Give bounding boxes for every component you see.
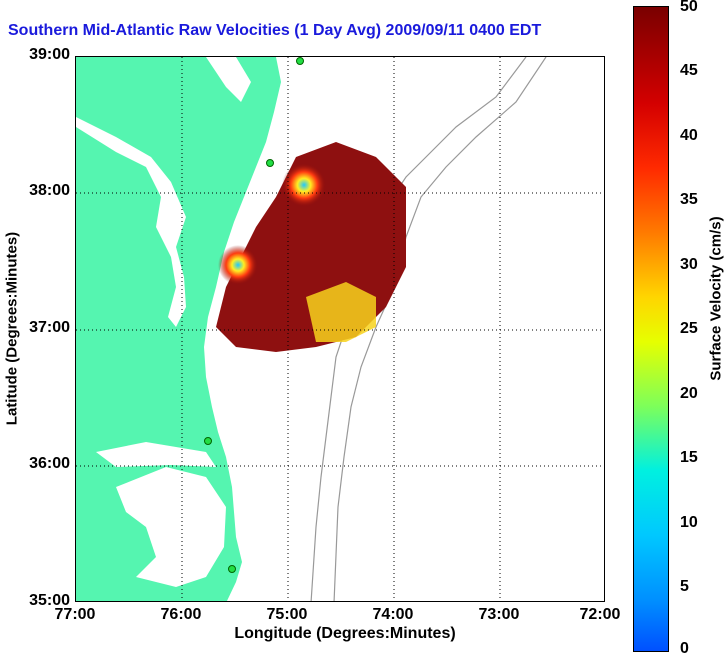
colorbar-tick: 5 xyxy=(680,578,689,595)
y-axis-label: Latitude (Degrees:Minutes) xyxy=(3,231,21,426)
y-tick-label: 35:00 xyxy=(29,592,70,609)
colorbar-tick: 10 xyxy=(680,514,698,531)
albemarle-sound xyxy=(96,442,216,467)
y-tick-label: 37:00 xyxy=(29,319,70,336)
colorbar-tick: 50 xyxy=(680,0,698,15)
eddy-south xyxy=(218,245,258,285)
x-tick-label: 74:00 xyxy=(372,606,414,623)
colorbar-tick: 35 xyxy=(680,191,698,208)
colorbar-tick: 25 xyxy=(680,320,698,337)
chesapeake-bay xyxy=(76,117,186,327)
station-marker xyxy=(296,57,304,65)
colorbar-tick: 30 xyxy=(680,256,698,273)
x-tick-label: 72:00 xyxy=(579,606,621,623)
x-tick-label: 73:00 xyxy=(478,606,520,623)
map-gridlines xyxy=(76,57,604,601)
velocity-map[interactable] xyxy=(75,56,605,602)
colorbar-tick: 15 xyxy=(680,449,698,466)
x-axis-label: Longitude (Degrees:Minutes) xyxy=(234,625,456,642)
eddy-north xyxy=(282,163,326,207)
radar-stations xyxy=(204,57,304,573)
colorbar-tick: 40 xyxy=(680,127,698,144)
velocity-slow-region xyxy=(306,282,376,342)
x-tick-label: 77:00 xyxy=(54,606,96,623)
station-marker xyxy=(228,565,236,573)
map-title: Southern Mid-Atlantic Raw Velocities (1 … xyxy=(8,22,542,39)
colorbar xyxy=(633,6,669,652)
colorbar-label: Surface Velocity (cm/s) xyxy=(707,216,724,381)
map-canvas xyxy=(76,57,604,601)
colorbar-tick: 45 xyxy=(680,62,698,79)
x-tick-label: 76:00 xyxy=(160,606,202,623)
y-tick-label: 38:00 xyxy=(29,182,70,199)
y-tick-label: 36:00 xyxy=(29,455,70,472)
y-tick-label: 39:00 xyxy=(29,46,70,63)
colorbar-tick: 20 xyxy=(680,385,698,402)
delaware-bay xyxy=(206,57,251,102)
colorbar-tick: 0 xyxy=(680,640,689,657)
station-marker xyxy=(266,159,274,167)
station-marker xyxy=(204,437,212,445)
pamlico-sound xyxy=(116,467,226,587)
x-tick-label: 75:00 xyxy=(266,606,308,623)
